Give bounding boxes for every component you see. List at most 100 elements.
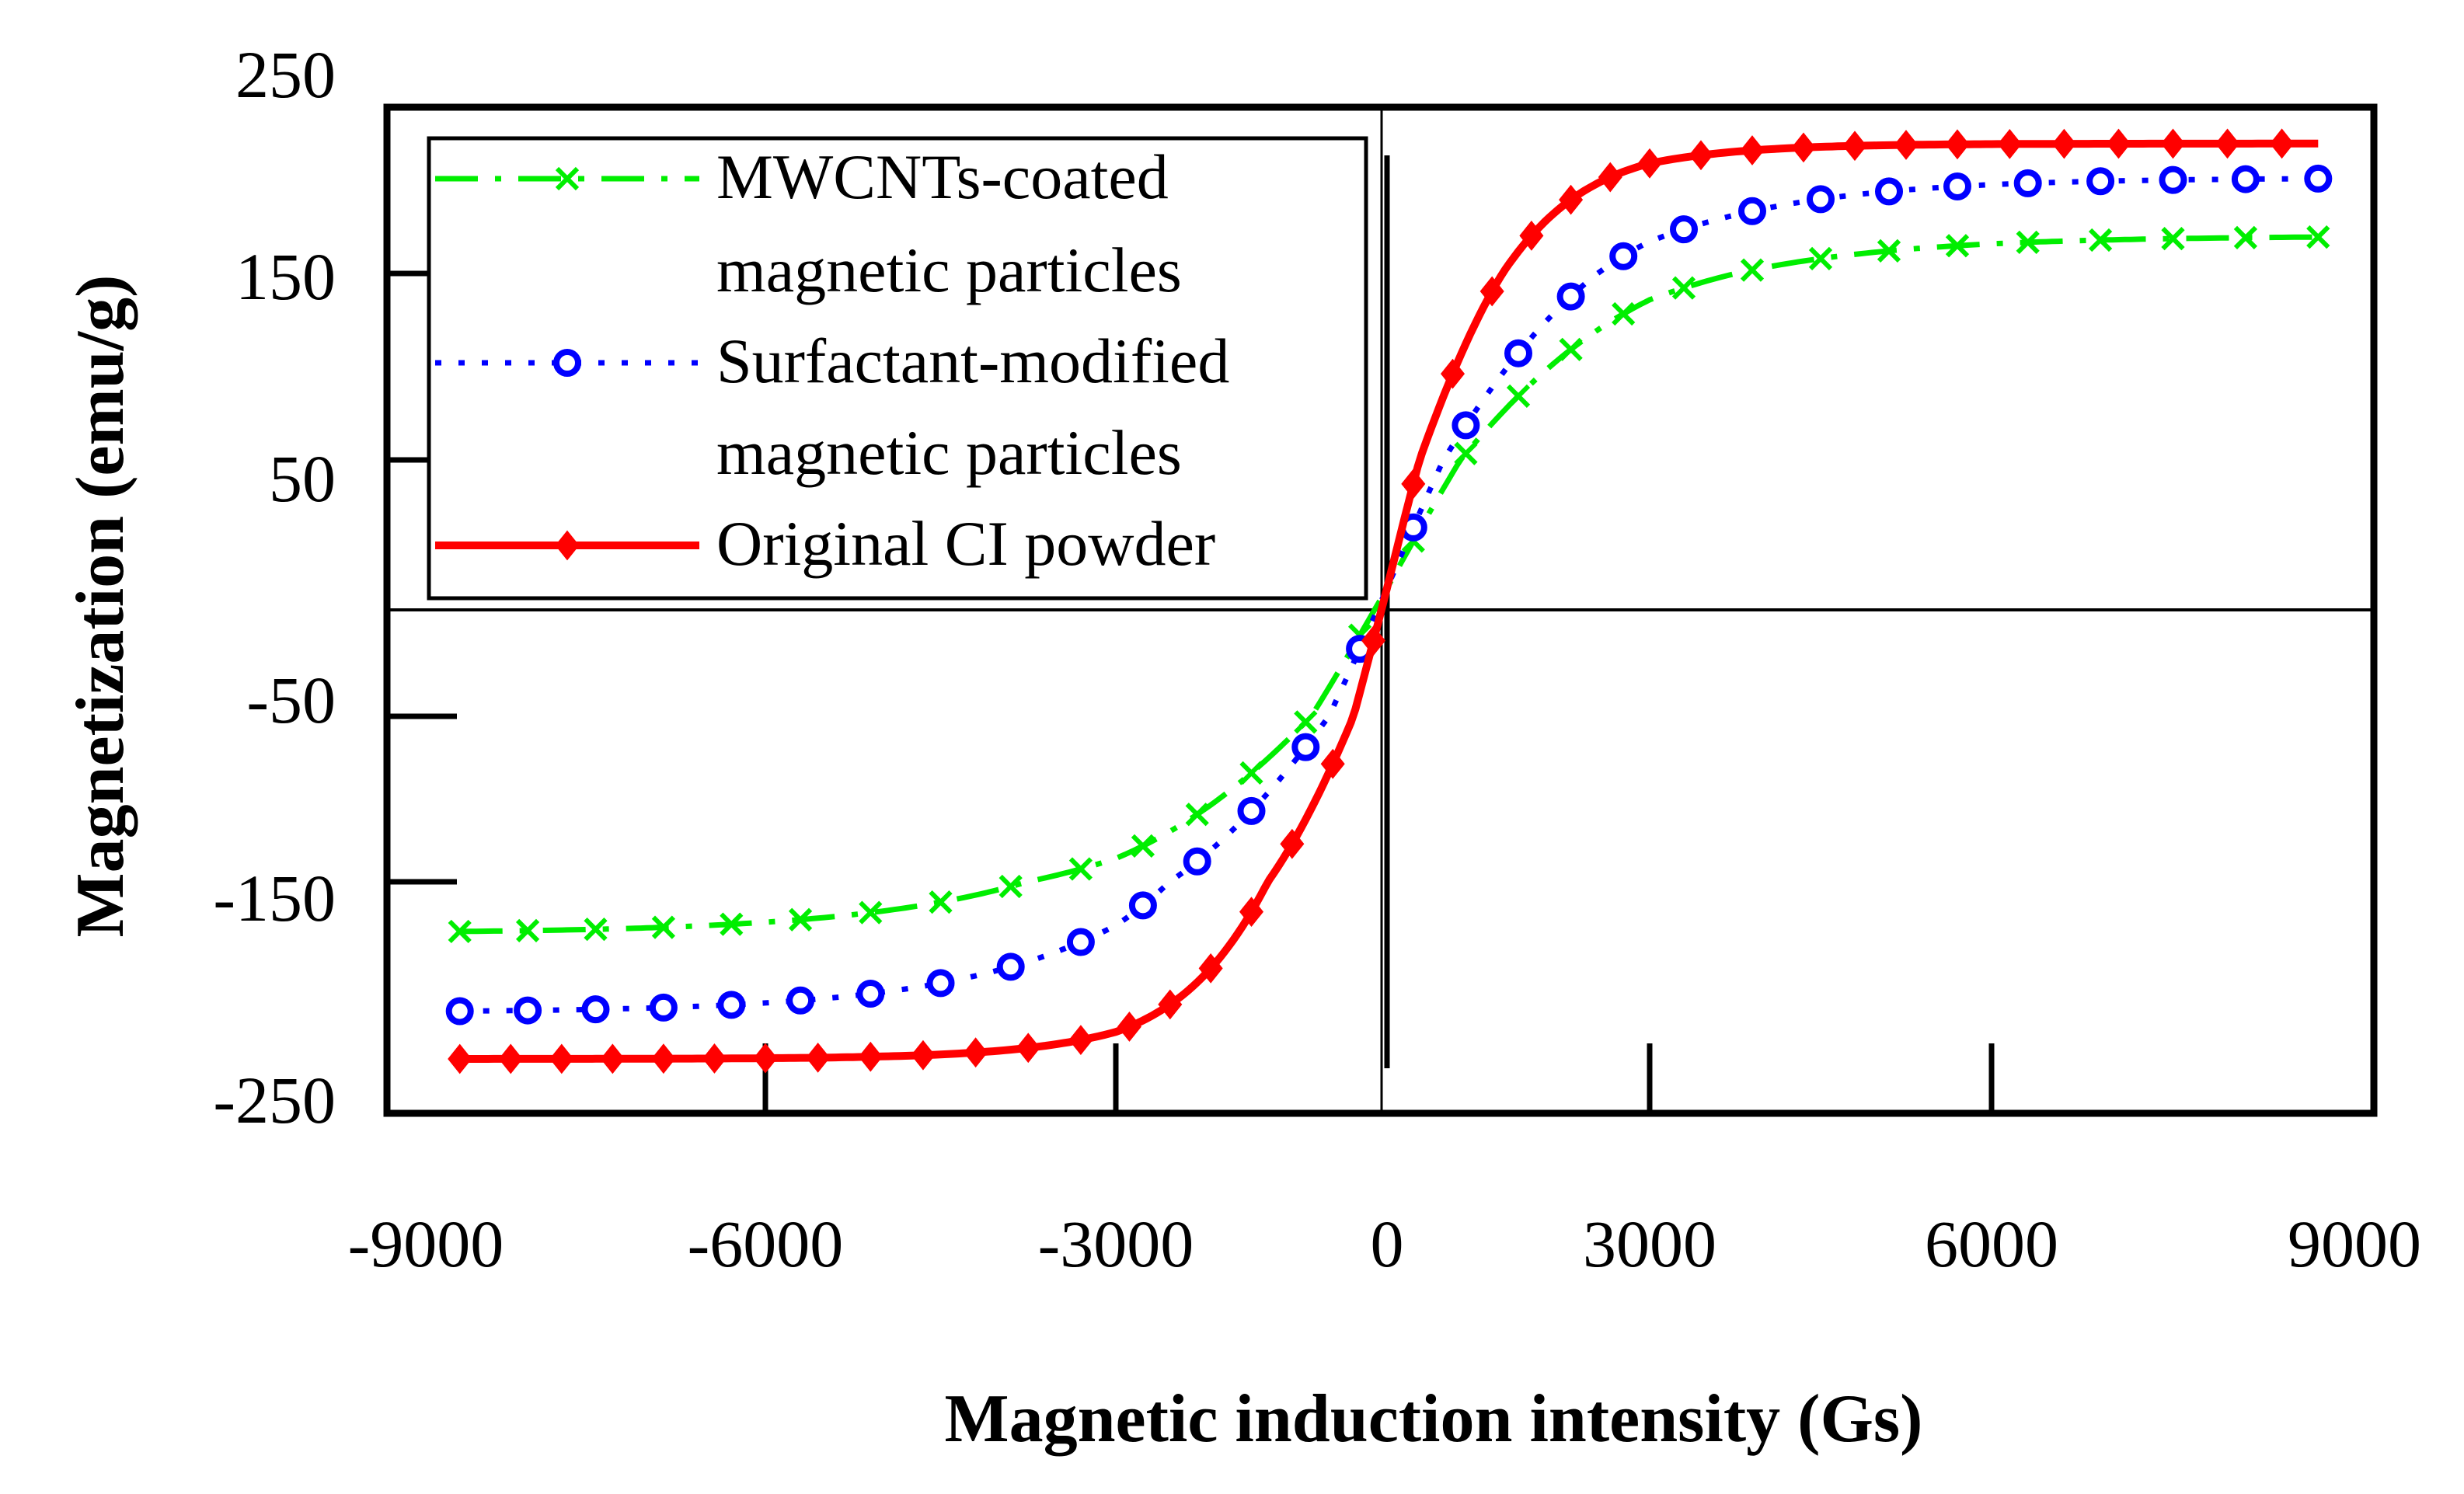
legend-samples (435, 166, 699, 561)
y-tick-label: 50 (269, 441, 336, 516)
data-point (1609, 242, 1638, 270)
data-point (1945, 234, 1970, 258)
data-point (1158, 989, 1183, 1020)
x-tick-label: 3000 (1583, 1207, 1716, 1281)
data-point (1894, 130, 1919, 160)
data-point (555, 530, 580, 561)
data-point (2016, 230, 2040, 255)
data-point (702, 1043, 727, 1074)
data-point (2233, 225, 2258, 250)
data-point (1997, 128, 2022, 159)
data-point (1875, 177, 1903, 206)
data-point (996, 952, 1025, 981)
data-point-stroke (1877, 239, 1901, 263)
data-point (1479, 276, 1504, 307)
series-line (459, 234, 2319, 935)
data-point (1440, 358, 1466, 389)
data-point (2088, 228, 2113, 252)
x-tick-label: -9000 (348, 1207, 504, 1281)
data-point-stroke (1294, 710, 1318, 734)
data-point-stroke (1808, 246, 1833, 270)
data-point (1808, 246, 1833, 270)
y-tick-label: 150 (235, 239, 336, 314)
data-point (806, 1042, 831, 1073)
data-point (2270, 128, 2295, 159)
data-point-stroke (2088, 228, 2113, 252)
data-point (1519, 220, 1544, 251)
data-point (2160, 128, 2186, 159)
data-point (651, 915, 676, 939)
data-point-stroke (555, 166, 580, 191)
data-point (555, 166, 580, 191)
y-axis-title: Magnetization (emu/g) (63, 275, 138, 938)
legend-box (427, 136, 1368, 601)
data-point (1066, 928, 1095, 956)
data-point (1291, 733, 1320, 761)
data-point (1183, 847, 1211, 876)
data-point (514, 996, 542, 1025)
data-point (1504, 339, 1532, 367)
x-tick-label: 9000 (2288, 1207, 2421, 1281)
data-point (1117, 1012, 1141, 1042)
data-point (998, 874, 1023, 899)
data-point (1791, 132, 1816, 163)
data-point-stroke (1612, 301, 1636, 326)
x-tick-label: -3000 (1038, 1207, 1194, 1281)
data-point (859, 900, 883, 925)
data-point (1945, 129, 1970, 160)
legend-label: Original CI powder (716, 508, 1215, 579)
data-point (1198, 952, 1223, 984)
data-point (1294, 710, 1318, 734)
data-point (1559, 184, 1584, 215)
data-point (553, 349, 581, 377)
y-tick-label: 250 (235, 37, 336, 112)
data-point (911, 1040, 936, 1071)
data-point (1670, 215, 1698, 244)
data-point (856, 980, 885, 1008)
legend-label: Surfactant-modified (716, 326, 1229, 396)
data-point-stroke (448, 919, 472, 944)
data-point (1452, 411, 1480, 440)
data-point-stroke (788, 907, 813, 932)
data-point (1807, 185, 1835, 214)
data-point-stroke (929, 890, 953, 914)
data-point (1943, 172, 1971, 200)
data-point (1506, 384, 1531, 408)
legend: MWCNTs-coated magnetic particles Surfact… (427, 136, 1368, 601)
data-point-stroke (584, 918, 608, 942)
data-point (448, 1043, 472, 1074)
data-point (2051, 128, 2076, 159)
data-point-stroke (2233, 225, 2258, 250)
data-point (2304, 164, 2333, 193)
data-point (1598, 162, 1622, 193)
x-tick-label: 6000 (1925, 1207, 2058, 1281)
data-point (720, 912, 744, 936)
data-point (515, 918, 540, 942)
data-point (600, 1043, 625, 1074)
data-point (926, 969, 955, 998)
data-point (1738, 197, 1766, 225)
data-point (1016, 1033, 1040, 1064)
data-point (1740, 258, 1765, 282)
data-point (549, 1043, 574, 1074)
data-point (717, 991, 746, 1019)
data-point-stroke (1506, 384, 1531, 408)
data-point-stroke (651, 915, 676, 939)
data-point (1637, 148, 1662, 179)
data-point (445, 997, 474, 1026)
x-tick-label: 0 (1371, 1207, 1404, 1281)
data-point (1237, 796, 1266, 825)
data-point (498, 1043, 523, 1074)
data-point-stroke (2016, 230, 2040, 255)
legend-label: magnetic particles (716, 235, 1182, 305)
data-point (2306, 225, 2330, 249)
data-point (1689, 140, 1713, 171)
data-point-stroke (1740, 258, 1765, 282)
data-point (1185, 803, 1209, 827)
data-point-stroke (720, 912, 744, 936)
data-point (2013, 169, 2042, 197)
data-point (1612, 301, 1636, 326)
data-point-stroke (1559, 337, 1583, 361)
data-point (1877, 239, 1901, 263)
data-point (786, 986, 815, 1015)
